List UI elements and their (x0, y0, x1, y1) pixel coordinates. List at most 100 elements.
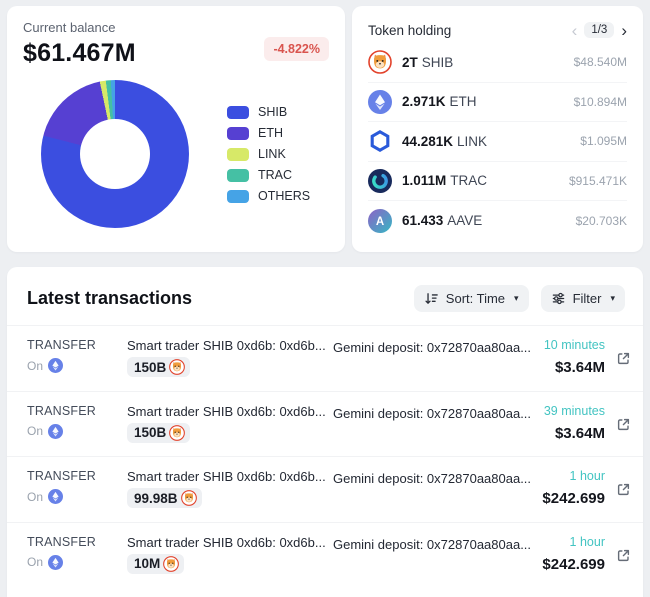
external-link-icon (617, 418, 630, 430)
transaction-recipient: Gemini deposit: 0x72870aa80aa... (333, 405, 532, 421)
pager-next-icon[interactable]: › (621, 20, 627, 40)
transaction-row[interactable]: TRANSFER On Smart trader SHIB 0xd6b: 0xd… (7, 390, 643, 457)
shib-icon (169, 424, 186, 441)
token-row-aave[interactable]: 61.433 AAVE $20.703K (368, 201, 627, 241)
transaction-type: TRANSFER (27, 338, 96, 352)
top-section: Current balance $61.467M -4.822% SHIB ET… (0, 0, 650, 252)
token-amount: 2.971K (402, 94, 446, 110)
token-value: $1.095M (580, 134, 627, 149)
legend-swatch-shib (227, 105, 249, 119)
legend-item-others: OTHERS (227, 189, 310, 203)
shib-icon (180, 490, 197, 506)
token-value: $915.471K (568, 173, 627, 188)
eth-chain-icon (48, 489, 64, 504)
sort-icon (425, 293, 438, 304)
transaction-amount: 10M (134, 556, 161, 571)
transaction-type: TRANSFER (27, 534, 96, 549)
filter-button-label: Filter (572, 291, 602, 306)
token-symbol: TRAC (450, 173, 488, 189)
transaction-value: $242.699 (542, 490, 605, 507)
token-symbol: AAVE (447, 213, 483, 229)
on-chain-label: On (27, 358, 44, 373)
token-value: $20.703K (575, 213, 627, 228)
pager-prev-icon[interactable]: ‹ (571, 20, 578, 40)
shib-icon (163, 555, 180, 572)
transaction-recipient: Gemini deposit: 0x72870aa80aa... (333, 340, 532, 355)
token-amount: 1.011M (402, 173, 447, 189)
legend-swatch-link (227, 147, 249, 161)
transaction-type: TRANSFER (27, 403, 96, 418)
pager-page-indicator: 1/3 (584, 22, 615, 38)
token-holding-title: Token holding (368, 22, 452, 38)
balance-label: Current balance (23, 20, 116, 35)
transaction-sender: Smart trader SHIB 0xd6b: 0xd6b... (127, 534, 326, 550)
token-amount: 61.433 (402, 213, 444, 229)
token-row-shib[interactable]: 2T SHIB $48.540M (368, 43, 627, 83)
transaction-row[interactable]: TRANSFER On Smart trader SHIB 0xd6b: 0xd… (7, 325, 643, 391)
eth-icon (368, 89, 392, 114)
sort-button[interactable]: Sort: Time ▾ (413, 285, 529, 312)
on-chain-label: On (27, 424, 44, 438)
donut-chart (41, 80, 189, 228)
on-chain-label: On (27, 555, 44, 569)
external-link-icon (617, 352, 630, 365)
aave-icon (368, 208, 392, 233)
transaction-amount-badge: 99.98B (127, 488, 202, 508)
token-value: $10.894M (573, 94, 627, 109)
legend-label: ETH (258, 126, 283, 140)
token-row-eth[interactable]: 2.971K ETH $10.894M (368, 83, 627, 122)
transaction-amount: 150B (134, 425, 167, 440)
transaction-recipient: Gemini deposit: 0x72870aa80aa... (333, 471, 532, 486)
token-symbol: ETH (449, 94, 477, 110)
on-chain-label: On (27, 489, 44, 504)
external-link-button[interactable] (605, 535, 631, 563)
transaction-row[interactable]: TRANSFER On Smart trader SHIB 0xd6b: 0xd… (7, 456, 643, 522)
legend-label: SHIB (258, 105, 288, 119)
external-link-button[interactable] (605, 338, 631, 366)
transaction-sender: Smart trader SHIB 0xd6b: 0xd6b... (127, 403, 326, 419)
external-link-button[interactable] (605, 404, 631, 432)
legend-swatch-trac (227, 168, 249, 182)
transaction-row[interactable]: TRANSFER On Smart trader SHIB 0xd6b: 0xd… (7, 521, 643, 588)
transaction-time: 1 hour (569, 469, 605, 483)
external-link-button[interactable] (605, 469, 631, 497)
external-link-icon (617, 483, 630, 496)
latest-transactions-card: Latest transactions Sort: Time ▾ Filter … (7, 267, 643, 597)
transaction-amount-badge: 150B (127, 357, 191, 377)
legend-swatch-others (227, 189, 249, 203)
filter-icon (552, 292, 564, 305)
token-holding-pager: ‹ 1/3 › (572, 22, 627, 39)
token-value: $48.540M (573, 55, 627, 70)
shib-icon (169, 359, 186, 375)
sort-button-label: Sort: Time (445, 291, 506, 306)
chart-legend: SHIB ETH LINK TRAC OTHERS (227, 105, 310, 203)
legend-label: OTHERS (258, 189, 311, 203)
legend-item-trac: TRAC (227, 168, 310, 182)
balance-change-badge: -4.822% (264, 37, 329, 61)
transaction-amount: 99.98B (134, 490, 178, 506)
token-row-link[interactable]: 44.281K LINK $1.095M (368, 122, 627, 162)
link-icon (370, 130, 390, 152)
transaction-amount-badge: 150B (127, 422, 191, 443)
transaction-recipient: Gemini deposit: 0x72870aa80aa... (333, 536, 532, 552)
token-holding-card: Token holding ‹ 1/3 › 2T SHIB $48.540M 2… (352, 6, 643, 252)
balance-amount: $61.467M (23, 39, 136, 67)
legend-item-shib: SHIB (227, 105, 310, 119)
current-balance-card: Current balance $61.467M -4.822% SHIB ET… (7, 6, 345, 252)
eth-chain-icon (48, 554, 64, 570)
token-amount: 2T (402, 54, 418, 70)
transactions-title: Latest transactions (27, 288, 193, 308)
legend-swatch-eth (227, 126, 249, 140)
transaction-amount: 150B (134, 359, 167, 375)
transaction-value: $242.699 (542, 555, 605, 573)
transaction-amount-badge: 10M (127, 553, 185, 574)
legend-label: TRAC (258, 168, 293, 182)
chevron-down-icon: ▾ (514, 293, 519, 303)
transaction-time: 10 minutes (543, 338, 605, 352)
filter-button[interactable]: Filter ▾ (540, 285, 625, 312)
token-symbol: SHIB (421, 54, 454, 70)
chevron-down-icon: ▾ (610, 293, 615, 303)
transaction-value: $3.64M (554, 424, 605, 442)
transaction-time: 1 hour (569, 534, 605, 549)
token-row-trac[interactable]: 1.011M TRAC $915.471K (368, 162, 627, 201)
